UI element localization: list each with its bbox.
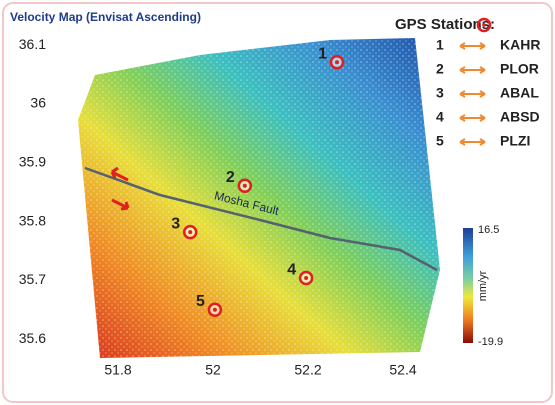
station-center (213, 308, 217, 312)
station-label: 3 (171, 215, 180, 232)
x-tick-label: 52.4 (389, 362, 416, 378)
legend-number: 2 (436, 61, 444, 77)
x-tick-label: 51.8 (104, 362, 131, 378)
x-tick-label: 52.2 (294, 362, 321, 378)
colorbar (463, 228, 473, 343)
legend-name: KAHR (500, 37, 540, 53)
station-center (304, 276, 308, 280)
legend-number: 1 (436, 37, 444, 53)
station-center (335, 60, 339, 64)
station-label: 5 (196, 293, 205, 310)
y-tick-label: 35.8 (19, 212, 46, 228)
legend-name: ABSD (500, 109, 540, 125)
y-tick-label: 35.9 (19, 154, 46, 170)
legend-name: PLOR (500, 61, 539, 77)
velocity-texture (78, 38, 440, 358)
colorbar-min: -19.9 (478, 336, 503, 348)
y-tick-label: 36 (30, 95, 46, 111)
y-tick-label: 35.7 (19, 271, 46, 287)
y-tick-label: 36.1 (19, 36, 46, 52)
colorbar-max: 16.5 (478, 224, 499, 236)
y-tick-label: 35.6 (19, 330, 46, 346)
title: Velocity Map (Envisat Ascending) (10, 10, 201, 24)
station-center (188, 230, 192, 234)
legend-symbol (482, 23, 486, 27)
station-label: 4 (287, 261, 296, 278)
legend-name: ABAL (500, 85, 539, 101)
station-center (243, 184, 247, 188)
legend-name: PLZI (500, 133, 530, 149)
colorbar-unit: mm/yr (477, 270, 489, 301)
x-tick-label: 52 (205, 362, 221, 378)
legend-number: 5 (436, 133, 444, 149)
legend-number: 4 (436, 109, 444, 125)
station-label: 1 (318, 45, 327, 62)
station-label: 2 (226, 169, 235, 186)
legend-number: 3 (436, 85, 444, 101)
map-figure: Velocity Map (Envisat Ascending) Mosha F… (0, 0, 555, 405)
